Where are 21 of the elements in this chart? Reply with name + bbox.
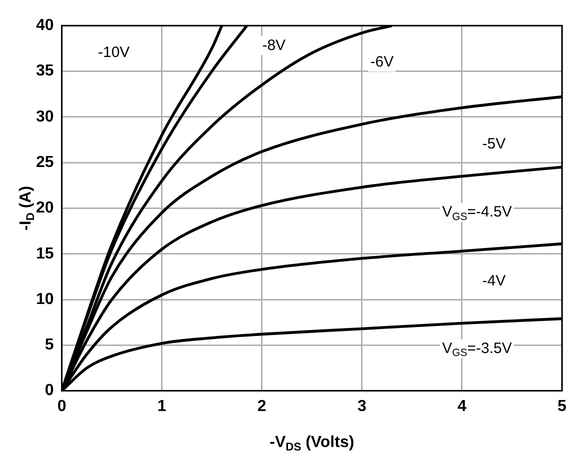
annotation: -4V <box>482 272 506 290</box>
y-tick-label: 35 <box>36 62 54 80</box>
y-tick-label: 5 <box>44 336 54 354</box>
y-tick-label: 15 <box>36 245 54 262</box>
annotation: -5V <box>482 135 506 152</box>
y-tick-label: 0 <box>44 382 54 400</box>
x-tick-label: 5 <box>558 398 567 415</box>
y-tick-label: 20 <box>36 200 54 217</box>
y-axis-title: -ID (A) <box>17 186 37 230</box>
x-tick-label: 1 <box>157 398 166 415</box>
x-tick-label: 2 <box>257 398 266 415</box>
x-tick-label: 0 <box>57 398 66 415</box>
annotation: -10V <box>98 44 130 62</box>
annotation: -6V <box>370 53 394 70</box>
y-tick-label: 40 <box>36 17 54 34</box>
x-tick-label: 4 <box>458 398 467 415</box>
annotation: -8V <box>262 36 286 54</box>
x-tick-label: 3 <box>357 398 366 415</box>
y-tick-label: 25 <box>36 154 54 171</box>
y-tick-label: 30 <box>36 108 54 126</box>
y-tick-label: 10 <box>36 290 54 308</box>
